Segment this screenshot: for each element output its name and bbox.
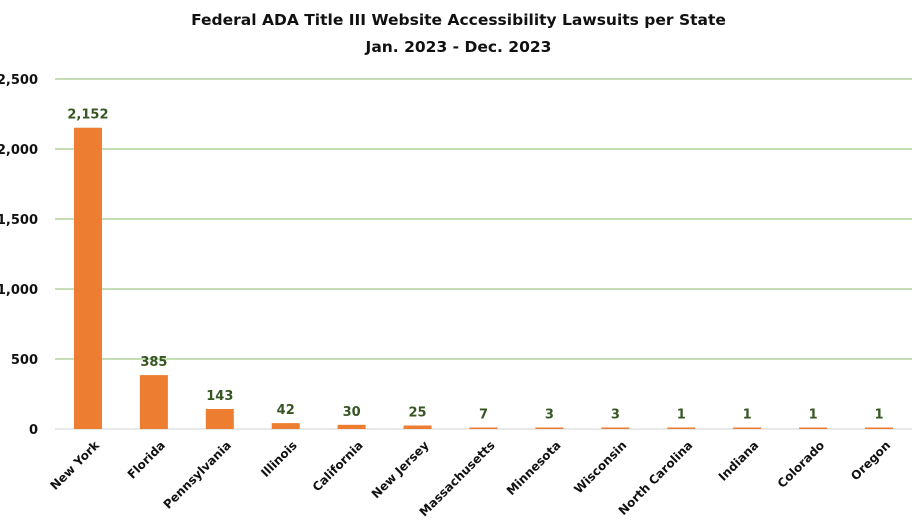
data-label: 7 — [479, 408, 488, 423]
x-tick-label: Minnesota — [504, 438, 564, 498]
bar — [337, 424, 366, 429]
data-label: 385 — [140, 355, 167, 370]
x-tick-label: North Carolina — [616, 438, 696, 518]
data-label: 1 — [743, 408, 752, 423]
x-tick-label: Oregon — [848, 438, 893, 483]
x-tick-label: New York — [48, 438, 103, 493]
bar — [667, 427, 696, 429]
data-label: 1 — [677, 408, 686, 423]
data-label: 30 — [343, 405, 361, 420]
x-tick-label: Florida — [125, 438, 168, 481]
data-label: 1 — [875, 408, 884, 423]
y-tick-label: 2,500 — [0, 73, 38, 88]
x-tick-label: Wisconsin — [571, 438, 629, 496]
bar — [139, 375, 168, 429]
bar — [799, 427, 828, 429]
bar — [205, 408, 234, 429]
x-tick-label: California — [310, 438, 366, 494]
bar — [403, 425, 432, 429]
bar — [271, 423, 300, 429]
x-tick-label: Illinois — [258, 438, 300, 480]
data-label: 1 — [809, 408, 818, 423]
data-label: 3 — [611, 408, 620, 423]
y-tick-label: 1,000 — [0, 283, 38, 298]
x-tick-label: Colorado — [775, 438, 828, 491]
data-label: 42 — [277, 403, 295, 418]
chart-title: Federal ADA Title III Website Accessibil… — [191, 11, 726, 29]
bar — [469, 427, 498, 429]
chart-subtitle: Jan. 2023 - Dec. 2023 — [365, 38, 552, 56]
y-tick-label: 1,500 — [0, 213, 38, 228]
bar — [865, 427, 894, 429]
x-tick-label: New Jersey — [369, 438, 432, 501]
y-tick-label: 0 — [29, 423, 38, 438]
bar — [73, 127, 102, 429]
data-label: 3 — [545, 408, 554, 423]
bar — [733, 427, 762, 429]
data-label: 25 — [409, 406, 427, 421]
data-label: 143 — [206, 389, 233, 404]
bar — [601, 427, 630, 429]
y-tick-label: 500 — [11, 353, 38, 368]
y-tick-label: 2,000 — [0, 143, 38, 158]
x-tick-label: Indiana — [716, 438, 762, 484]
data-label: 2,152 — [67, 108, 108, 123]
x-tick-label: Pennsylvania — [161, 438, 234, 511]
bar — [535, 427, 564, 429]
